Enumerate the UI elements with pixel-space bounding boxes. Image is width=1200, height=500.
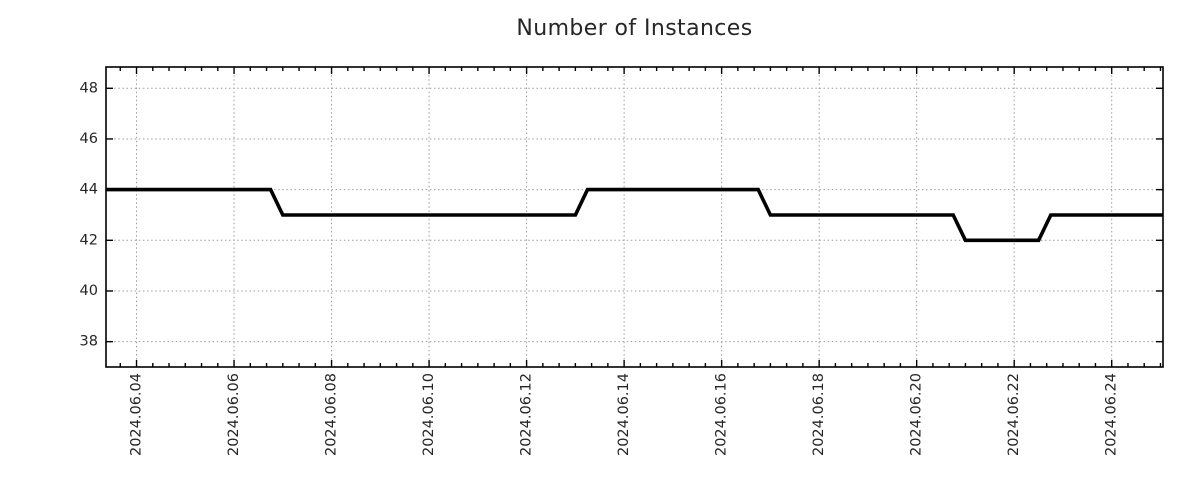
y-axis-labels: 38 40 42 44 46 48 xyxy=(80,80,98,349)
x-axis-tick-label: 2024.06.24 xyxy=(1104,373,1120,456)
x-axis-tick-label: 2024.06.04 xyxy=(129,373,145,456)
chart-title: Number of Instances xyxy=(516,16,753,41)
y-axis-tick-label: 46 xyxy=(80,131,98,147)
x-axis-tick-label: 2024.06.16 xyxy=(714,373,730,456)
x-axis-tick-label: 2024.06.10 xyxy=(421,373,437,456)
y-axis-tick-label: 40 xyxy=(80,283,98,299)
plot-border xyxy=(105,66,1164,368)
x-axis-tick-label: 2024.06.06 xyxy=(226,373,242,456)
x-axis-tick-label: 2024.06.08 xyxy=(324,373,340,456)
x-axis-tick-label: 2024.06.12 xyxy=(519,373,535,456)
tick-marks xyxy=(106,67,1163,367)
x-axis-tick-label: 2024.06.14 xyxy=(616,373,632,456)
y-axis-tick-label: 42 xyxy=(80,232,98,248)
x-axis-tick-label: 2024.06.20 xyxy=(909,373,925,456)
x-axis-tick-label: 2024.06.22 xyxy=(1006,373,1022,456)
x-axis-labels: 2024.06.04 2024.06.06 2024.06.08 2024.06.10… xyxy=(129,373,1120,456)
data-line xyxy=(106,187,1163,243)
y-axis-tick-label: 38 xyxy=(80,334,98,350)
gridlines xyxy=(106,67,1163,367)
y-axis-tick-label: 48 xyxy=(80,80,98,96)
y-axis-tick-label: 44 xyxy=(80,182,98,198)
x-axis-tick-label: 2024.06.18 xyxy=(811,373,827,456)
